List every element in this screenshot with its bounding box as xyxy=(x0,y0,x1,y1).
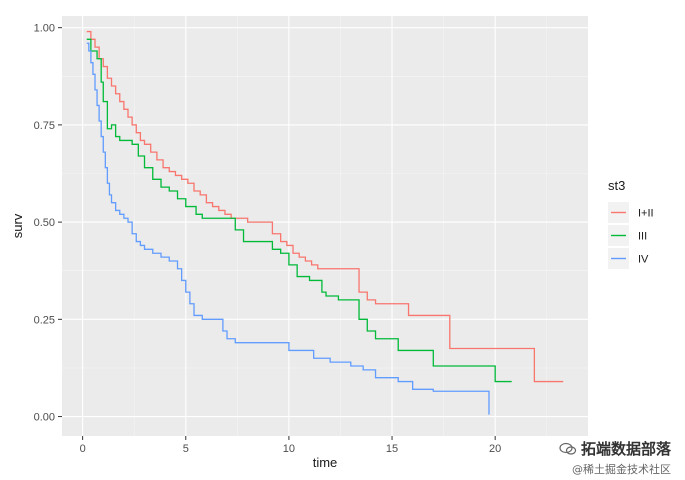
series-line-III xyxy=(86,38,512,383)
legend-label: III xyxy=(638,231,647,243)
y-tick-label: 0.25 xyxy=(34,314,55,326)
x-tick-label: 15 xyxy=(386,443,398,455)
x-tick-label: 5 xyxy=(183,443,189,455)
series-group xyxy=(86,30,564,415)
legend-label: IV xyxy=(638,254,649,266)
axis-ticks: 0 5 10 15 20 0.00 0.25 0.50 0.75 1.00 xyxy=(34,23,502,455)
watermark-title-row: 拓端数据部落 xyxy=(559,438,671,459)
y-tick-label: 0.00 xyxy=(34,412,55,424)
wechat-icon xyxy=(559,442,577,455)
y-axis-title: surv xyxy=(10,213,25,238)
series-line-IV xyxy=(86,42,490,415)
x-tick-label: 20 xyxy=(489,443,501,455)
series-line-I+II xyxy=(86,30,564,383)
x-tick-label: 10 xyxy=(283,443,295,455)
x-axis-title: time xyxy=(313,455,338,470)
x-tick-label: 0 xyxy=(80,443,86,455)
plot-panel xyxy=(62,16,588,436)
watermark: 拓端数据部落 @稀土掘金技术社区 xyxy=(559,438,671,477)
y-tick-label: 0.50 xyxy=(34,217,55,229)
y-tick-label: 0.75 xyxy=(34,120,55,132)
legend: st3 I+II III IV xyxy=(608,178,654,269)
watermark-title: 拓端数据部落 xyxy=(580,440,671,458)
watermark-subtitle: @稀土掘金技术社区 xyxy=(572,463,671,476)
legend-label: I+II xyxy=(638,208,654,220)
legend-title: st3 xyxy=(608,178,625,193)
y-tick-label: 1.00 xyxy=(34,23,55,35)
